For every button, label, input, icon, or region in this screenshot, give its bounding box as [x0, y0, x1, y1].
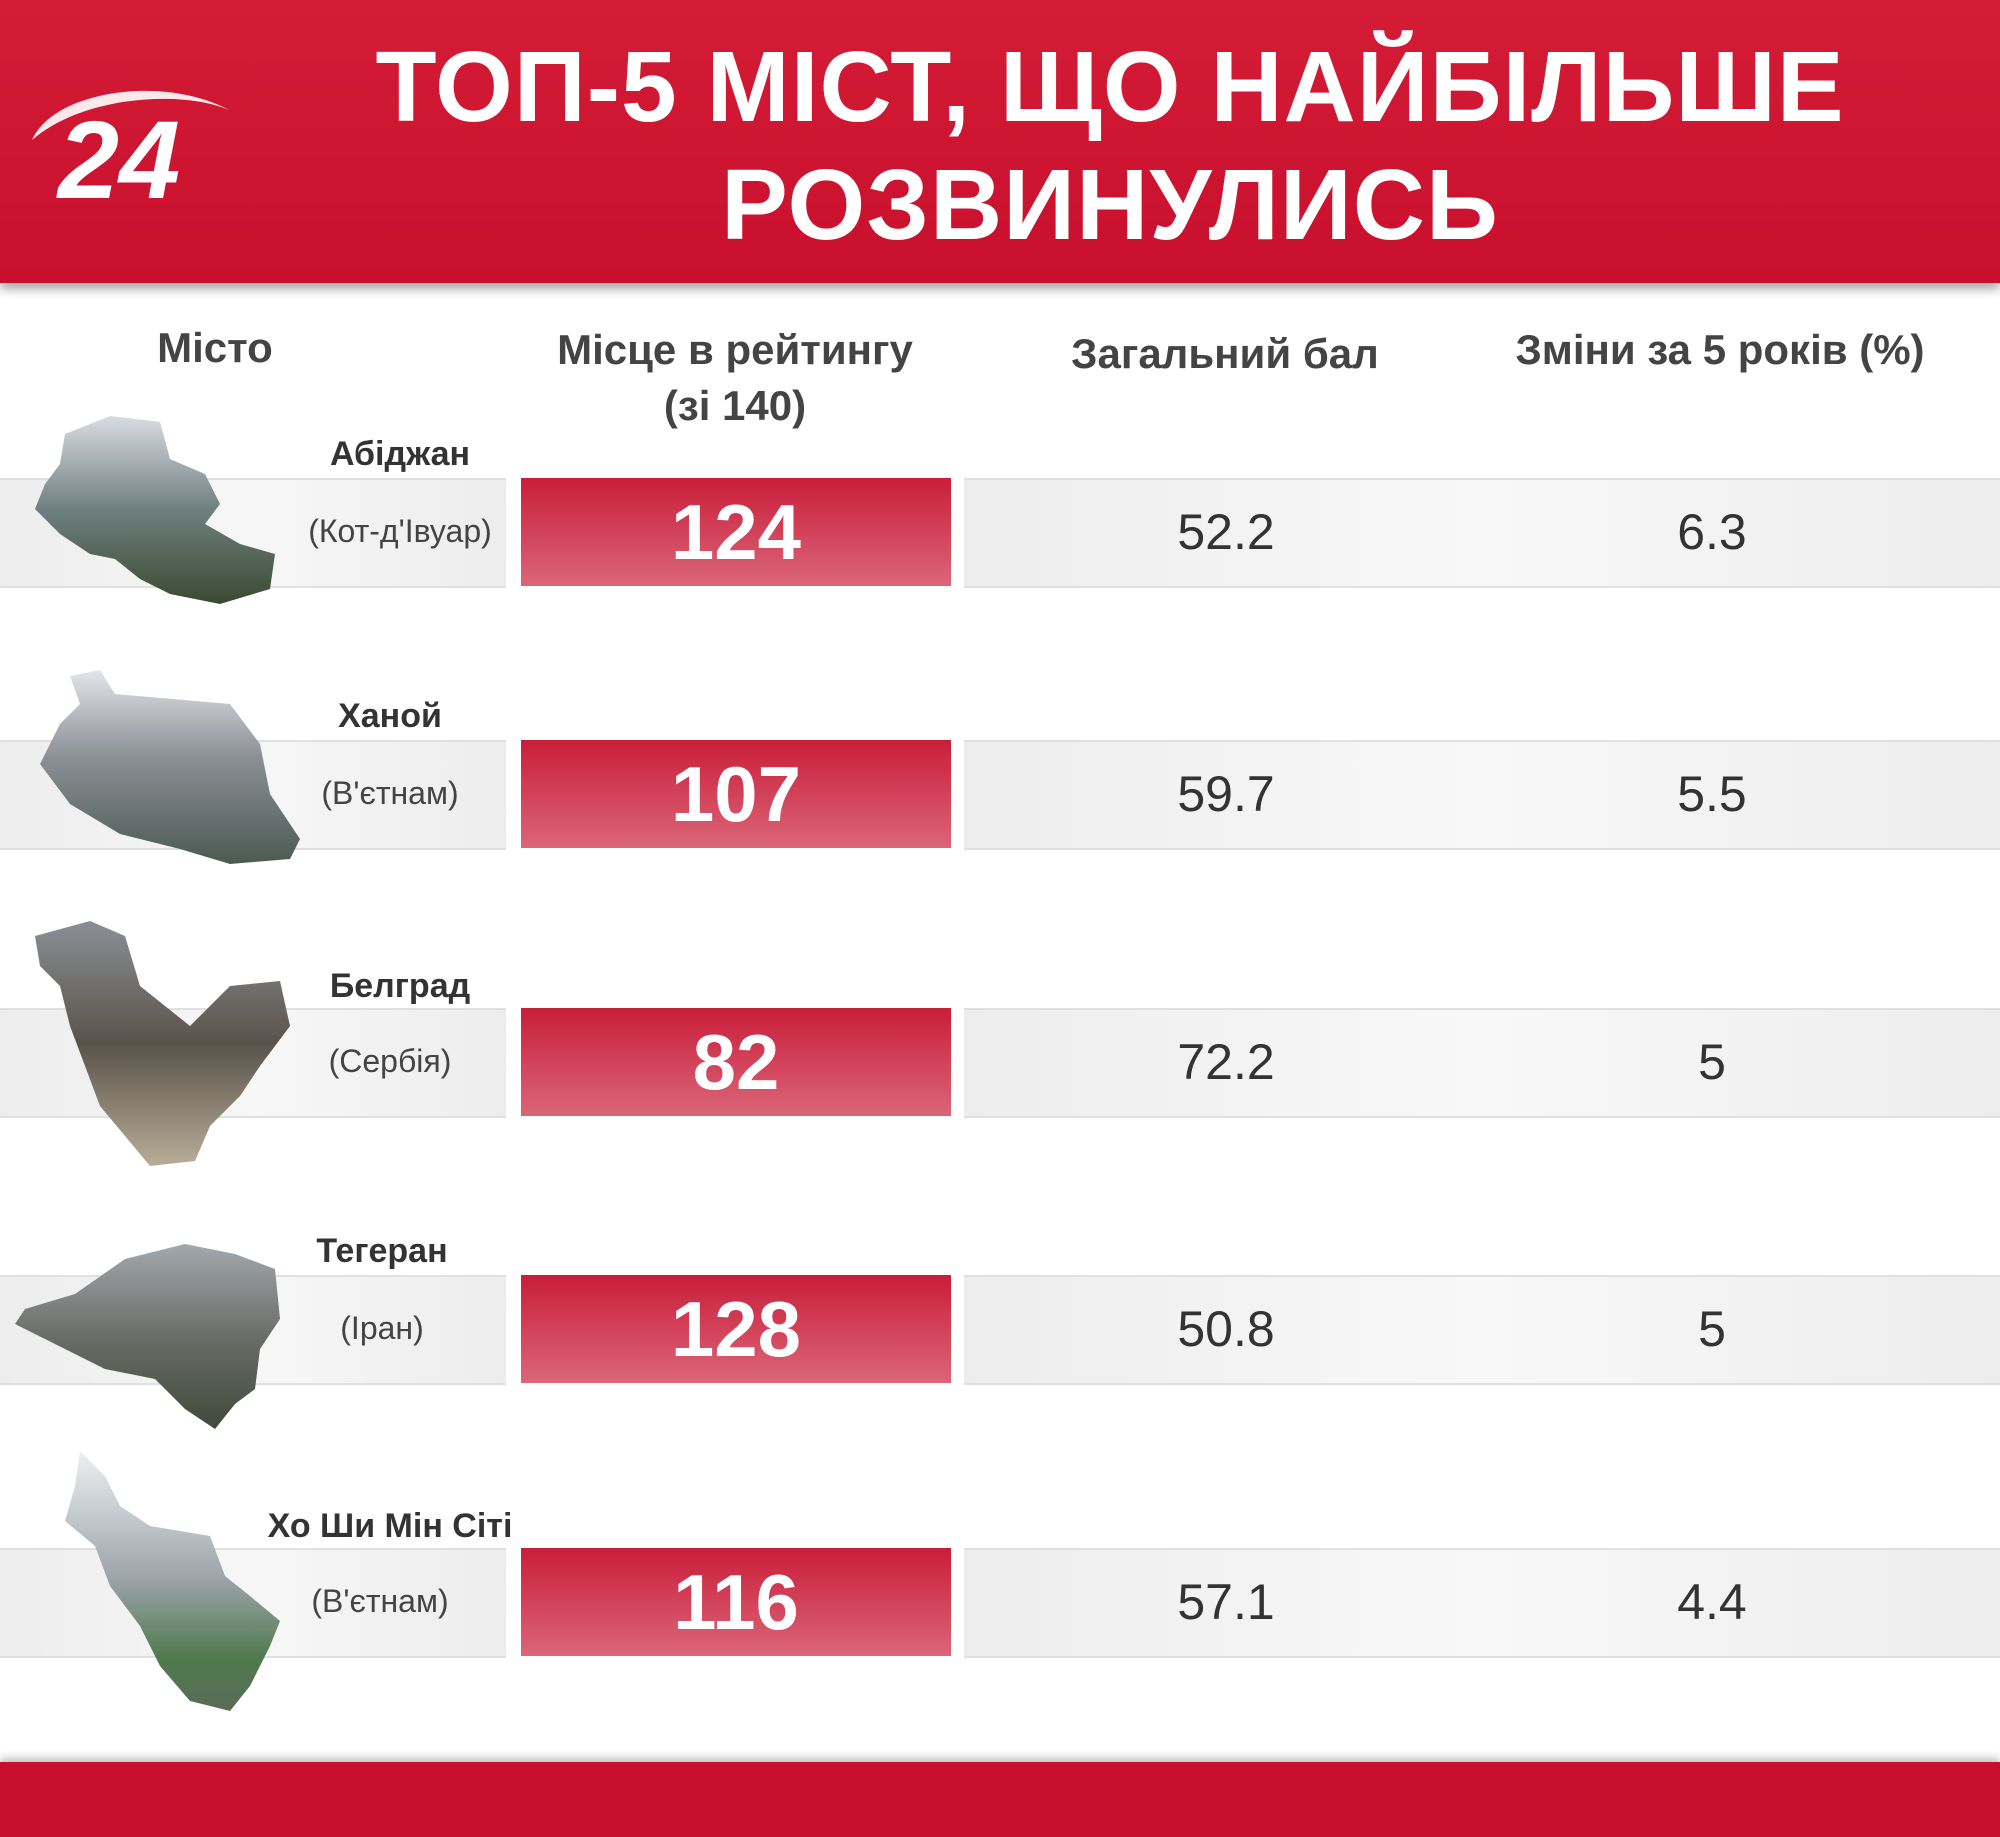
city-name: Ханой	[338, 697, 442, 735]
column-header-rank: Місце в рейтингу (зі 140)	[500, 322, 970, 434]
overall-score: 72.2	[1177, 1034, 1275, 1090]
channel-24-logo-icon: 24	[32, 90, 229, 220]
values-cell-background	[964, 1548, 2000, 1658]
overall-score: 50.8	[1177, 1301, 1275, 1357]
overall-score: 52.2	[1177, 504, 1275, 560]
city-country: (Сербія)	[328, 1043, 452, 1079]
rank-badge: 116	[521, 1548, 951, 1656]
column-header-rank-line-1: Місце в рейтингу	[557, 326, 913, 373]
five-year-change: 6.3	[1677, 504, 1747, 560]
city-country: (Кот-д'Івуар)	[308, 513, 492, 549]
table-row: Абіджан (Кот-д'Івуар) 124 52.2 6.3	[0, 406, 2000, 606]
city-name: Белград	[329, 967, 471, 1005]
values-cell-background	[964, 1275, 2000, 1385]
values-cell-background	[964, 1008, 2000, 1118]
page-title: ТОП-5 МІСТ, ЩО НАЙБІЛЬШЕ РОЗВИНУЛИСЬ	[240, 28, 1980, 268]
footer-bar	[0, 1762, 2000, 1837]
city-country: (Іран)	[340, 1310, 424, 1346]
city-silhouette-icon	[35, 921, 290, 1166]
city-silhouette-icon	[35, 416, 275, 604]
title-line-1: ТОП-5 МІСТ, ЩО НАЙБІЛЬШЕ	[375, 31, 1845, 143]
column-header-rank-line-2: (зі 140)	[663, 382, 807, 429]
city-silhouette-icon	[40, 670, 300, 864]
overall-score: 59.7	[1177, 766, 1275, 822]
table-row: Белград (Сербія) 82 72.2 5	[0, 921, 2000, 1166]
values-cell-background	[964, 478, 2000, 588]
city-silhouette-icon	[65, 1451, 280, 1711]
column-header-score: Загальний бал	[1071, 330, 1379, 377]
city-country: (В'єтнам)	[321, 775, 459, 811]
city-silhouette-icon	[15, 1244, 280, 1429]
table-row: Тегеран (Іран) 128 50.8 5	[0, 1203, 2000, 1429]
five-year-change: 5	[1698, 1034, 1726, 1090]
table-row: Хо Ши Мін Сіті (В'єтнам) 116 57.1 4.4	[0, 1451, 2000, 1711]
rank-badge: 82	[521, 1008, 951, 1116]
five-year-change: 4.4	[1677, 1574, 1747, 1630]
five-year-change: 5	[1698, 1301, 1726, 1357]
column-header-city: Місто	[157, 324, 273, 371]
rank-badge: 107	[521, 740, 951, 848]
header-banner: 24 ТОП-5 МІСТ, ЩО НАЙБІЛЬШЕ РОЗВИНУЛИСЬ	[0, 0, 2000, 283]
city-name: Абіджан	[329, 435, 471, 473]
values-cell-background	[964, 740, 2000, 850]
rank-badge: 124	[521, 478, 951, 586]
city-country: (В'єтнам)	[311, 1583, 449, 1619]
five-year-change: 5.5	[1677, 766, 1747, 822]
overall-score: 57.1	[1177, 1574, 1275, 1630]
title-line-2: РОЗВИНУЛИСЬ	[721, 149, 1499, 261]
city-name: Хо Ши Мін Сіті	[267, 1507, 513, 1545]
table-row: Ханой (В'єтнам) 107 59.7 5.5	[0, 668, 2000, 868]
city-name: Тегеран	[316, 1232, 448, 1270]
logo-text: 24	[56, 99, 180, 220]
rank-badge: 128	[521, 1275, 951, 1383]
column-header-change: Зміни за 5 років (%)	[1515, 326, 1925, 373]
